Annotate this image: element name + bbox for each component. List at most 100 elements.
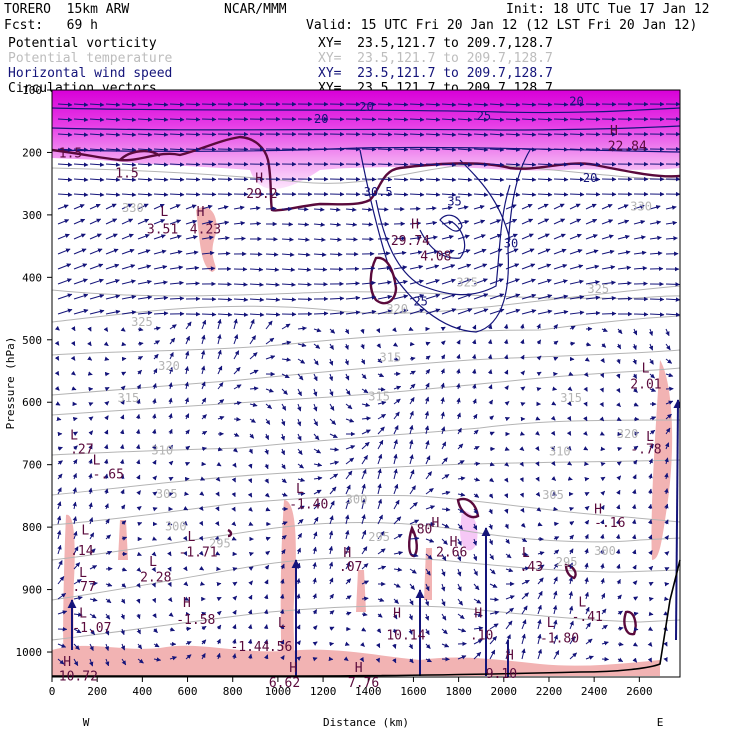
- wind-vector: [137, 264, 152, 270]
- wind-vector: [569, 534, 574, 540]
- wind-vector: [56, 515, 62, 525]
- wind-vector: [472, 398, 477, 405]
- wind-vector: [425, 471, 433, 480]
- wind-vector: [232, 581, 238, 587]
- wind-vector: [88, 502, 93, 510]
- y-tick-label: 700: [22, 459, 42, 472]
- wind-vector: [535, 461, 540, 467]
- wind-vector: [70, 370, 76, 376]
- pv-extremum-label: 2.28: [140, 570, 171, 585]
- wind-vector: [121, 341, 127, 347]
- wind-vector: [632, 358, 637, 365]
- wind-vector: [664, 567, 670, 572]
- wind-vector: [297, 237, 310, 242]
- wind-vector: [408, 643, 413, 650]
- wind-vector: [137, 132, 153, 137]
- wind-vector: [296, 418, 302, 427]
- wind-vector: [184, 413, 190, 420]
- wind-vector: [664, 503, 669, 510]
- wind-vector: [473, 248, 487, 255]
- wind-vector: [393, 550, 404, 556]
- wind-vector: [217, 312, 233, 317]
- wind-vector: [345, 499, 350, 510]
- wind-vector: [281, 297, 297, 302]
- fcst-label: Fcst: 69 h: [4, 18, 98, 33]
- wind-vector: [632, 489, 637, 495]
- wind-vector: [137, 279, 152, 285]
- wind-vector: [441, 264, 456, 270]
- wind-vector: [425, 568, 431, 576]
- wind-vector: [296, 656, 302, 661]
- wind-vector: [137, 341, 144, 347]
- wind-vector: [425, 132, 441, 137]
- wind-vector: [137, 177, 153, 182]
- wind-vector: [345, 611, 352, 616]
- wind-vector: [457, 583, 462, 592]
- theta-label: 305: [156, 487, 178, 501]
- wind-vector: [600, 519, 605, 525]
- wind-vector: [537, 177, 553, 182]
- wind-vector: [153, 102, 169, 107]
- init-label: Init: 18 UTC Tue 17 Jan 12: [506, 2, 710, 17]
- wind-vector: [280, 433, 285, 441]
- wind-vector: [457, 460, 465, 465]
- theta-label: 315: [380, 351, 402, 365]
- wind-vector: [345, 578, 352, 585]
- wind-vector: [633, 431, 640, 436]
- wind-vector: [345, 470, 353, 480]
- wind-vector: [54, 385, 60, 391]
- wind-vector: [89, 203, 101, 210]
- wind-vector: [345, 445, 356, 450]
- wind-vector: [153, 311, 169, 316]
- wind-vector: [665, 282, 680, 287]
- pv-extremum-label: -1.58: [176, 613, 215, 628]
- wind-vector: [488, 523, 493, 530]
- wind-vector: [73, 204, 85, 210]
- wind-vector: [265, 418, 271, 425]
- wind-vector: [649, 297, 665, 302]
- wind-vector: [153, 147, 169, 152]
- wind-vector: [329, 593, 334, 600]
- wind-vector: [57, 192, 73, 197]
- wind-vector: [505, 263, 520, 270]
- wind-vector: [441, 278, 456, 285]
- wind-vector: [393, 177, 409, 182]
- wind-vector: [152, 507, 158, 512]
- wind-vector: [489, 233, 502, 240]
- wind-vector: [185, 281, 200, 286]
- wind-vector: [553, 279, 568, 285]
- wind-vector: [88, 416, 94, 421]
- wind-vector: [457, 219, 470, 225]
- wind-vector: [167, 581, 172, 587]
- wind-vector: [377, 514, 383, 525]
- wind-vector: [441, 474, 450, 480]
- wind-vector: [345, 388, 351, 396]
- wind-vector: [441, 643, 450, 648]
- wind-vector: [425, 279, 440, 285]
- wind-vector: [537, 551, 545, 556]
- wind-vector: [169, 324, 177, 330]
- wind-vector: [137, 369, 142, 375]
- wind-vector: [441, 538, 448, 545]
- wind-vector: [583, 401, 588, 407]
- wind-vector: [73, 293, 89, 300]
- wind-vector: [583, 371, 589, 377]
- wind-vector: [633, 266, 648, 271]
- x-tick-label: 800: [223, 685, 243, 698]
- wind-vector: [137, 521, 143, 527]
- wind-vector: [409, 519, 420, 525]
- wind-vector: [617, 219, 630, 225]
- wind-vector: [361, 117, 377, 122]
- wind-vector: [185, 102, 201, 107]
- wind-vector: [57, 560, 63, 570]
- wind-vector: [409, 485, 416, 495]
- wind-vector: [313, 327, 322, 333]
- wind-vector: [440, 354, 446, 360]
- wind-vector: [647, 488, 653, 495]
- wind-vector: [409, 552, 419, 558]
- wind-vector: [632, 549, 637, 555]
- wind-vector: [488, 538, 493, 546]
- wind-vector: [104, 488, 109, 495]
- wind-vector: [631, 504, 637, 510]
- wind-vector: [457, 102, 473, 107]
